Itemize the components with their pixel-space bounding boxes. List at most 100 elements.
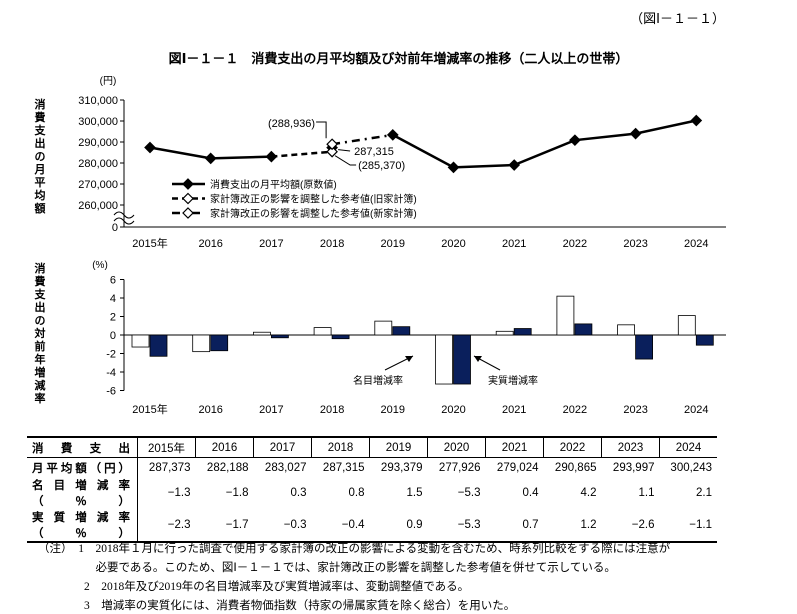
row-label: 実質増減率（％） (27, 509, 138, 542)
nominal-rate-bar (131, 334, 150, 348)
new-reference-point (326, 138, 338, 151)
legend-label: 家計簿改正の影響を調整した参考値(旧家計簿) (210, 193, 417, 206)
x-tick-label: 2018 (320, 404, 344, 416)
real-rate-bar (513, 328, 532, 336)
leader-line (334, 155, 357, 166)
y-tick-label: -4 (106, 367, 116, 379)
x-tick-label: 2024 (684, 404, 708, 416)
nominal-rate-bar (192, 334, 211, 353)
data-point (447, 161, 460, 174)
legend-marker (182, 192, 194, 205)
x-tick-label: 2016 (198, 238, 222, 250)
data-point (204, 152, 217, 165)
table-header-cell: 2016 (195, 437, 254, 458)
leader-line (338, 149, 351, 152)
table-header-cell: 2022 (543, 437, 602, 458)
x-tick-label: 2022 (563, 238, 587, 250)
data-point (569, 134, 581, 147)
x-tick-label: 2017 (259, 404, 283, 416)
table-cell: −1.3 (167, 487, 191, 499)
x-tick-label: 2018 (320, 238, 344, 250)
table-header-cell: 2015年 (137, 437, 196, 458)
figure-title: 図Ⅰ－１－１ 消費支出の月平均額及び対前年増減率の推移（二人以上の世帯） (168, 52, 629, 67)
table-cell: 293,997 (612, 461, 655, 474)
nominal-rate-bar (435, 334, 453, 385)
real-rate-bar (574, 323, 593, 336)
unit-label: (円) (100, 76, 117, 87)
data-table: 消 費 支 出 2015年 2016 2017 2018 2019 2020 2021 2022… (27, 436, 717, 543)
nominal-rate-bar (495, 330, 514, 336)
nominal-rate-bar (556, 295, 575, 336)
table-header-cell: 消 費 支 出 (27, 437, 138, 458)
table-cell: 300,243 (670, 461, 712, 474)
y-tick-label: 300,000 (78, 116, 118, 128)
top-chart-ylabel: 消費支出の月平均額 (34, 98, 46, 215)
table-header-cell: 2021 (485, 437, 544, 458)
legend-marker (182, 207, 194, 219)
table-cell: 0.7 (522, 519, 539, 531)
arrow-head (405, 356, 413, 362)
nominal-rate-bar (374, 320, 393, 336)
series-label: 名目増減率 (353, 374, 403, 387)
annotation: 287,315 (354, 146, 394, 158)
row-label: 名目増減率（％） (27, 477, 138, 509)
data-point (386, 129, 399, 141)
real-rate-bar (453, 334, 471, 385)
table-cell: −0.3 (283, 519, 307, 531)
x-tick-label: 2015年 (132, 402, 167, 416)
real-rate-bar (149, 334, 168, 357)
table-cell: 1.5 (406, 487, 423, 499)
table-cell: 277,926 (438, 461, 481, 474)
series-line (392, 119, 697, 169)
x-tick-label: 2016 (198, 404, 222, 416)
note-line: 2 2018年及び2019年の名目増減率及び実質増減率は、変動調整値である。 (38, 581, 470, 593)
legend-label: 消費支出の月平均額(原数値) (210, 178, 337, 191)
table-cell: 287,315 (322, 461, 365, 474)
legend-marker (182, 178, 194, 190)
table-cell: −5.3 (457, 519, 481, 531)
series-label: 実質増減率 (488, 374, 538, 387)
table-cell: 283,027 (264, 461, 307, 474)
y-tick-label: 0 (110, 330, 116, 342)
table-cell: −2.6 (631, 519, 655, 531)
table-cell: 1.2 (580, 519, 597, 531)
table-cell: 2.1 (696, 487, 712, 499)
table-cell: 1.1 (638, 487, 655, 499)
x-tick-label: 2020 (441, 238, 465, 250)
x-tick-label: 2017 (259, 238, 283, 250)
real-rate-bar (635, 334, 653, 360)
table-cell: 0.3 (290, 487, 307, 499)
data-point (629, 127, 642, 140)
x-tick-label: 2022 (563, 404, 587, 416)
arrow-head (474, 356, 482, 362)
annotation: (288,936) (268, 118, 315, 130)
table-cell: −0.4 (341, 519, 365, 531)
x-tick-label: 2019 (381, 238, 405, 250)
data-point (265, 150, 278, 163)
axis-break-icon (113, 211, 135, 225)
real-rate-bar (695, 334, 714, 346)
table-cell: 4.2 (580, 487, 597, 499)
table-cell: −1.8 (225, 487, 249, 499)
annotation: (285,370) (358, 160, 405, 172)
real-rate-bar (331, 334, 350, 340)
real-rate-bar (392, 326, 411, 336)
table-header-cell: 2017 (253, 437, 312, 458)
table-cell: −5.3 (457, 487, 481, 499)
table-cell: 279,024 (496, 461, 539, 474)
x-tick-label: 2021 (502, 238, 526, 250)
x-tick-label: 2015年 (132, 236, 167, 250)
y-tick-label: -2 (106, 349, 116, 361)
table-cell: 0.9 (406, 519, 423, 531)
table-cell: 290,865 (554, 461, 597, 474)
leader-line (316, 121, 327, 139)
table-header-cell: 2024 (659, 437, 717, 458)
y-tick-label: 310,000 (78, 95, 118, 107)
real-rate-bar (210, 334, 229, 352)
table-cell: 293,379 (380, 461, 423, 474)
note-line: （注） 1 2018年１月に行った調査で使用する家計簿の改正の影響による変動を含… (38, 543, 671, 555)
nominal-rate-bar (677, 315, 696, 336)
table-cell: 282,188 (206, 461, 249, 474)
nominal-rate-bar (617, 324, 635, 336)
